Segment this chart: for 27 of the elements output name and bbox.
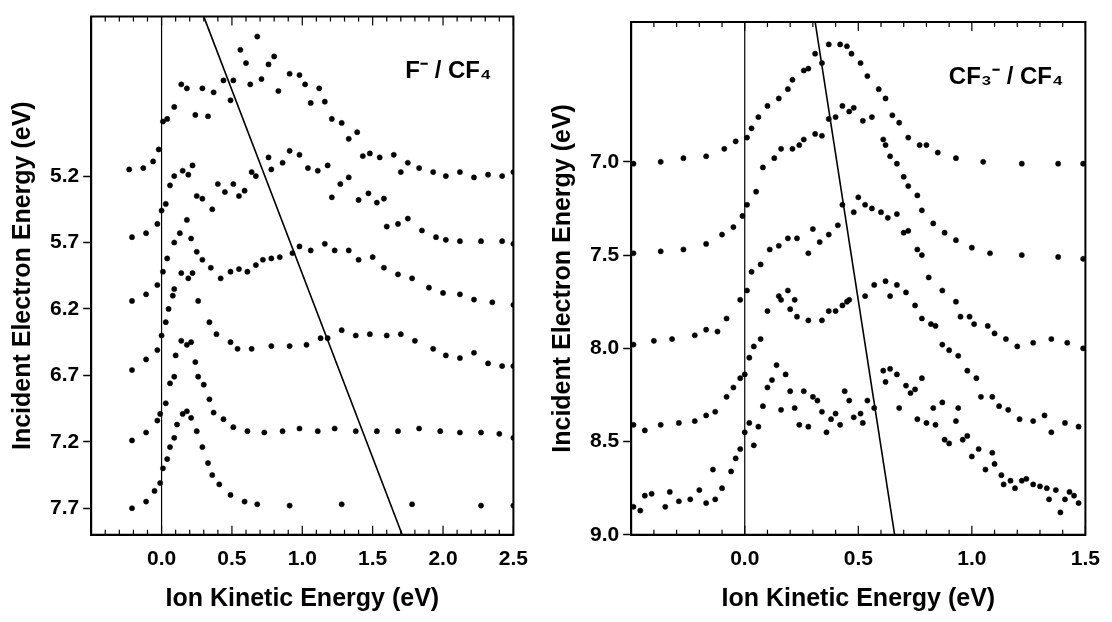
y-tick-label: 8.0	[589, 335, 620, 359]
y-tick-label: 7.2	[49, 428, 80, 452]
y-tick-label: 6.7	[49, 362, 80, 386]
y-tick-label: 8.5	[589, 428, 620, 452]
x-tick-label: 1.0	[957, 546, 987, 570]
y-axis-title: Incident Electron Energy (eV)	[6, 101, 35, 451]
x-tick-label: 0.0	[146, 546, 177, 570]
y-tick-label: 7.5	[589, 241, 620, 265]
annotation: F⁻ / CF₄	[405, 56, 492, 84]
x-tick-label: 0.5	[217, 546, 247, 570]
y-axis-title: Incident Electron Energy (eV)	[546, 104, 575, 453]
x-tick-label: 1.5	[1070, 546, 1101, 570]
y-tick-label: 6.2	[49, 295, 80, 319]
y-tick-label: 5.2	[49, 162, 80, 186]
y-tick-label: 7.0	[589, 148, 620, 172]
annotation: CF₃⁻ / CF₄	[948, 61, 1064, 89]
x-tick-label: 0.5	[843, 546, 874, 570]
x-tick-label: 2.5	[498, 546, 529, 570]
y-tick-label: 9.0	[589, 521, 620, 545]
x-tick-label: 1.5	[358, 546, 388, 570]
y-tick-label: 5.7	[49, 229, 80, 253]
x-tick-label: 2.0	[428, 546, 458, 570]
x-tick-label: 1.0	[287, 546, 317, 570]
x-tick-label: 0.0	[730, 546, 760, 570]
y-tick-label: 7.7	[49, 495, 80, 519]
x-axis-title: Ion Kinetic Energy (eV)	[165, 582, 440, 611]
x-axis-title: Ion Kinetic Energy (eV)	[721, 582, 996, 611]
